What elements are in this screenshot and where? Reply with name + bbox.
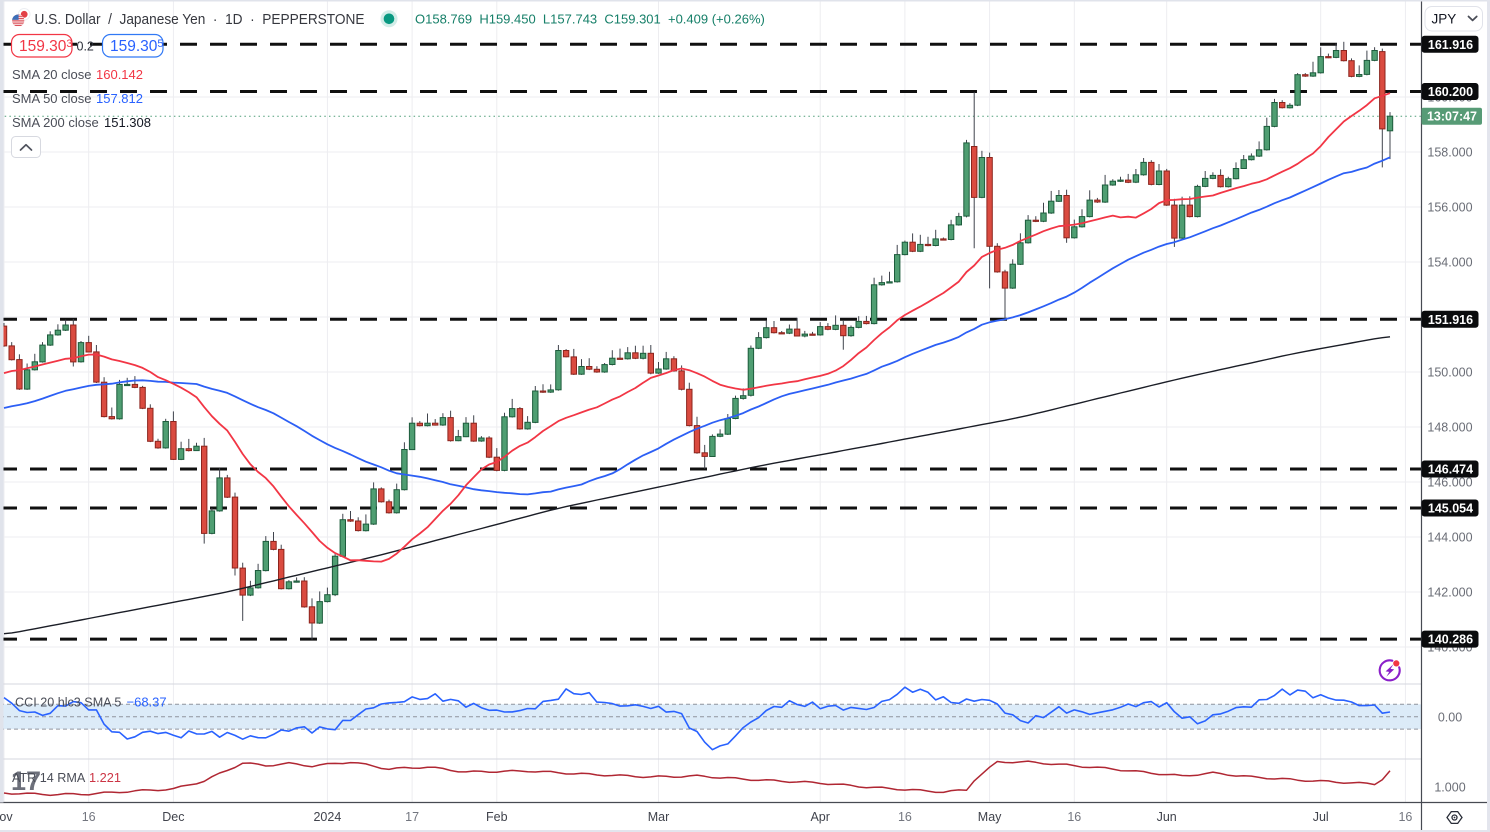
svg-text:Dec: Dec — [162, 810, 184, 824]
svg-text:ATR 14 RMA: ATR 14 RMA — [12, 771, 86, 785]
svg-text:158.000: 158.000 — [1427, 146, 1472, 160]
svg-text:17: 17 — [11, 766, 41, 796]
svg-text:16: 16 — [82, 810, 96, 824]
svg-text:16: 16 — [1398, 810, 1412, 824]
svg-text:146.474: 146.474 — [1428, 463, 1473, 477]
svg-text:O158.769 H159.450 L157.743: O158.769 H159.450 L157.743 C159.301 +0.4… — [415, 12, 765, 27]
svg-text:154.000: 154.000 — [1427, 256, 1472, 270]
svg-text:150.000: 150.000 — [1427, 366, 1472, 380]
svg-text:Feb: Feb — [486, 810, 508, 824]
svg-text:1.221: 1.221 — [89, 770, 121, 785]
svg-text:151.916: 151.916 — [1428, 313, 1473, 327]
svg-text:0.00: 0.00 — [1438, 711, 1462, 725]
svg-text:0.2: 0.2 — [77, 40, 94, 54]
svg-text:1.000: 1.000 — [1434, 781, 1465, 795]
svg-text:−68.37: −68.37 — [127, 695, 167, 710]
svg-text:16: 16 — [1067, 810, 1081, 824]
svg-text:142.000: 142.000 — [1427, 586, 1472, 600]
svg-text:SMA 20 close: SMA 20 close — [12, 67, 92, 82]
svg-text:May: May — [978, 810, 1002, 824]
svg-text:144.000: 144.000 — [1427, 531, 1472, 545]
svg-text:161.916: 161.916 — [1428, 38, 1473, 52]
svg-text:160.200: 160.200 — [1428, 85, 1473, 99]
svg-text:159.305: 159.305 — [110, 38, 164, 55]
svg-text:2024: 2024 — [313, 810, 341, 824]
svg-text:17: 17 — [405, 810, 419, 824]
svg-text:160.142: 160.142 — [96, 67, 143, 82]
svg-text:140.286: 140.286 — [1428, 633, 1473, 647]
svg-text:16: 16 — [898, 810, 912, 824]
svg-text:Mar: Mar — [648, 810, 670, 824]
svg-text:151.308: 151.308 — [104, 115, 151, 130]
svg-text:148.000: 148.000 — [1427, 421, 1472, 435]
svg-text:JPY: JPY — [1432, 12, 1457, 27]
svg-text:157.812: 157.812 — [96, 91, 143, 106]
svg-text:Jun: Jun — [1157, 810, 1177, 824]
svg-text:Jul: Jul — [1313, 810, 1329, 824]
svg-text:CCI 20 hlc3 SMA 5: CCI 20 hlc3 SMA 5 — [15, 696, 121, 710]
svg-text:SMA 200 close: SMA 200 close — [12, 115, 99, 130]
svg-text:SMA 50 close: SMA 50 close — [12, 91, 92, 106]
svg-text:159.303: 159.303 — [19, 38, 73, 55]
svg-text:156.000: 156.000 — [1427, 201, 1472, 215]
svg-text:13:07:47: 13:07:47 — [1427, 110, 1477, 124]
svg-text:146.000: 146.000 — [1427, 476, 1472, 490]
svg-text:Apr: Apr — [810, 810, 829, 824]
svg-text:U.S. Dollar / Japanese Yen: U.S. Dollar / Japanese Yen · 1D · PEPPER… — [35, 12, 365, 28]
svg-text:145.054: 145.054 — [1428, 502, 1473, 516]
svg-text:Nov: Nov — [0, 810, 13, 824]
